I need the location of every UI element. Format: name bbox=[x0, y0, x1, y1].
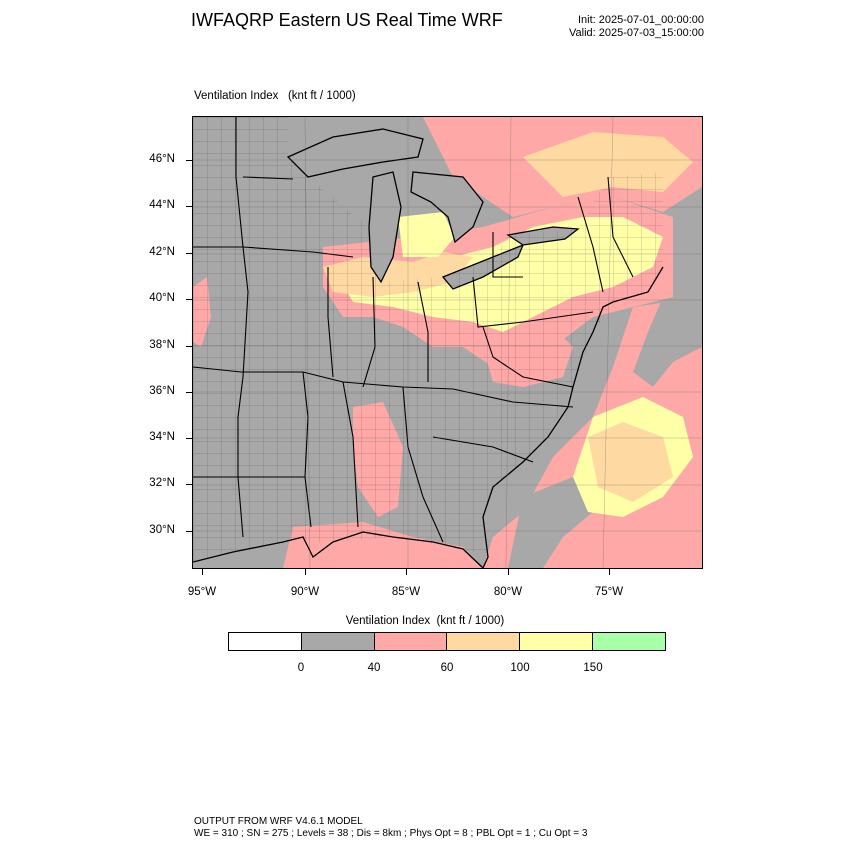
legend-box bbox=[301, 633, 375, 650]
michigan-yellow-region bbox=[398, 212, 455, 257]
atlantic-peach-patch bbox=[588, 422, 673, 502]
lat-tick bbox=[186, 206, 192, 207]
lat-label-30n: 30°N bbox=[149, 524, 175, 536]
lat-tick bbox=[186, 299, 192, 300]
lon-tick bbox=[305, 569, 306, 575]
atlantic-gray-patch-2 bbox=[508, 477, 593, 568]
lake-superior bbox=[286, 128, 424, 178]
lat-tick bbox=[186, 392, 192, 393]
init-time: Init: 2025-07-01_00:00:00 bbox=[578, 14, 704, 26]
lat-label-38n: 38°N bbox=[149, 339, 175, 351]
lat-label-46n: 46°N bbox=[149, 153, 175, 165]
lat-tick bbox=[186, 484, 192, 485]
lat-label-42n: 42°N bbox=[149, 246, 175, 258]
valid-time: Valid: 2025-07-03_15:00:00 bbox=[569, 27, 704, 39]
legend-label-60: 60 bbox=[440, 662, 454, 674]
lat-label-32n: 32°N bbox=[149, 477, 175, 489]
lon-tick bbox=[202, 569, 203, 575]
footer-model-line: OUTPUT FROM WRF V4.6.1 MODEL bbox=[194, 816, 363, 827]
page-title: IWFAQRP Eastern US Real Time WRF bbox=[191, 10, 503, 30]
lon-label-75w: 75°W bbox=[594, 586, 624, 598]
legend-label-0: 0 bbox=[297, 662, 305, 674]
lon-tick bbox=[508, 569, 509, 575]
lat-tick bbox=[186, 531, 192, 532]
legend-box bbox=[447, 633, 521, 650]
lon-label-80w: 80°W bbox=[493, 586, 523, 598]
lon-label-85w: 85°W bbox=[391, 586, 421, 598]
ventilation-index-map bbox=[192, 116, 703, 569]
legend-box bbox=[520, 633, 594, 650]
legend-label-150: 150 bbox=[583, 662, 603, 674]
legend-title: Ventilation Index (knt ft / 1000) bbox=[345, 615, 505, 627]
atlantic-gray-patch bbox=[633, 282, 702, 387]
lat-tick bbox=[186, 346, 192, 347]
lat-label-34n: 34°N bbox=[149, 431, 175, 443]
lon-tick bbox=[406, 569, 407, 575]
legend-label-40: 40 bbox=[367, 662, 381, 674]
legend-colorbar bbox=[228, 632, 666, 651]
lat-label-44n: 44°N bbox=[149, 199, 175, 211]
lon-label-90w: 90°W bbox=[290, 586, 320, 598]
legend-label-100: 100 bbox=[510, 662, 530, 674]
legend-box bbox=[374, 633, 448, 650]
lat-tick bbox=[186, 438, 192, 439]
lake-michigan bbox=[368, 171, 402, 284]
legend-box bbox=[593, 633, 665, 650]
map-canvas bbox=[193, 117, 702, 568]
map-title: Ventilation Index (knt ft / 1000) bbox=[194, 90, 356, 102]
lat-label-40n: 40°N bbox=[149, 292, 175, 304]
lat-label-36n: 36°N bbox=[149, 385, 175, 397]
lon-tick bbox=[609, 569, 610, 575]
graticule bbox=[193, 117, 702, 568]
footer-config-line: WE = 310 ; SN = 275 ; Levels = 38 ; Dis … bbox=[194, 828, 588, 839]
legend-box bbox=[229, 633, 302, 650]
county-boundaries bbox=[193, 117, 663, 562]
lat-tick bbox=[186, 253, 192, 254]
lat-tick bbox=[186, 160, 192, 161]
lon-label-95w: 95°W bbox=[187, 586, 217, 598]
